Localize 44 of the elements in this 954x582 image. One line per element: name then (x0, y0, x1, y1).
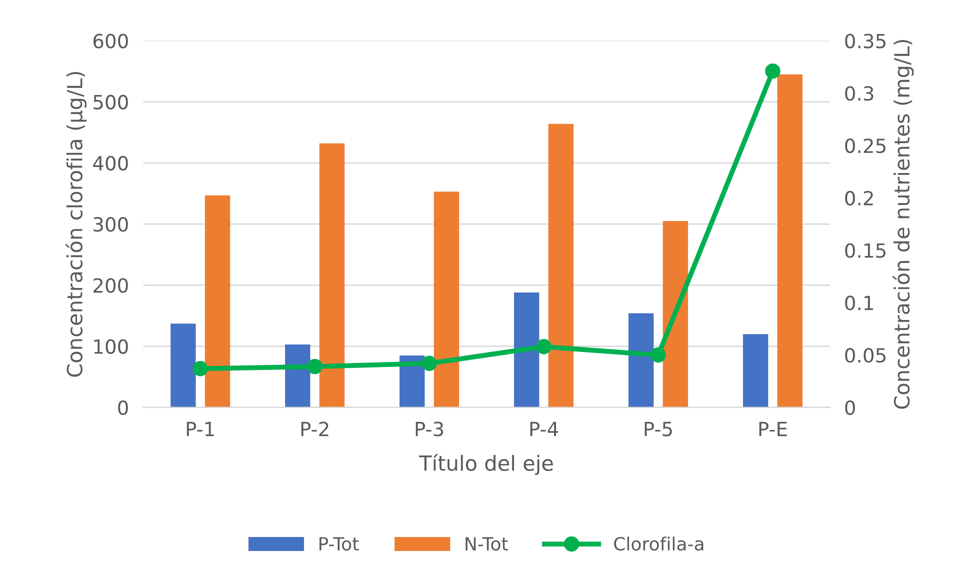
y-tick-label: 0 (118, 400, 128, 416)
y-tick-label: 300 (94, 217, 128, 232)
y-tick-label: 200 (94, 278, 128, 293)
y2-tick-label: 0.1 (845, 296, 873, 310)
point (536, 339, 552, 354)
y2-tick-label: 0 (845, 400, 855, 416)
y-tick-label: 500 (94, 94, 128, 110)
x-tick-label: P-4 (530, 422, 558, 436)
x-tick-label: P-2 (301, 422, 328, 436)
point (307, 358, 322, 374)
x-tick-label: P-1 (186, 422, 214, 436)
y-axis-title: Concentración clorofila (µg/L) (66, 72, 87, 377)
y2-tick-label: 0.2 (845, 190, 873, 206)
x-tick-label: P-3 (416, 422, 444, 436)
point (192, 361, 208, 376)
y2-tick-label: 0.3 (845, 86, 874, 101)
bar (434, 192, 460, 408)
bar (170, 324, 196, 408)
legend-label: Clorofila-a (614, 536, 704, 551)
bar (548, 124, 574, 408)
y2-axis-title: Concentración de nutrientes (mg/L) (892, 40, 914, 409)
x-axis-title: Título del eje (419, 454, 553, 475)
bar (204, 195, 230, 408)
bar (319, 143, 345, 408)
y2-tick-label: 0.15 (845, 243, 886, 258)
legend-label: N-Tot (466, 537, 508, 551)
x-tick-label: P-5 (644, 422, 672, 436)
bar (742, 334, 768, 408)
y2-tick-label: 0.25 (845, 138, 886, 154)
bar (285, 344, 310, 408)
point (650, 347, 666, 363)
x-tick-label: P-E (759, 422, 787, 436)
y-tick-label: 600 (93, 34, 128, 48)
bar (628, 313, 654, 408)
y-tick-label: 400 (93, 156, 128, 171)
point (422, 356, 437, 372)
bar (777, 74, 803, 408)
bar (662, 221, 688, 408)
legend-label: P-Tot (320, 537, 359, 551)
y-tick-label: 100 (94, 339, 128, 354)
y2-tick-label: 0.35 (845, 34, 886, 48)
point (765, 63, 780, 79)
bar (514, 292, 540, 408)
y2-tick-label: 0.05 (845, 348, 886, 363)
